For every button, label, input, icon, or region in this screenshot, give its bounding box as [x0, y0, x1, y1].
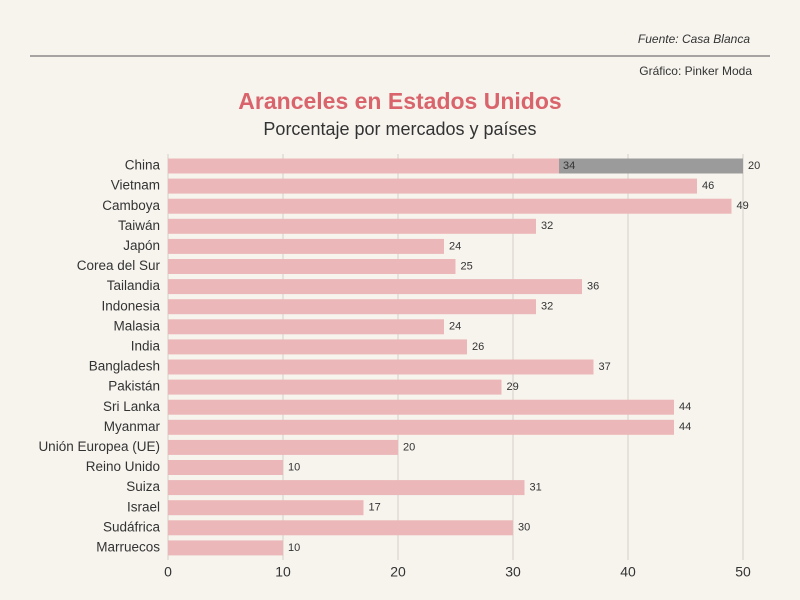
chart-subtitle: Porcentaje por mercados y países — [263, 119, 536, 139]
y-tick-label: Bangladesh — [89, 359, 160, 374]
value-label: 36 — [587, 281, 599, 293]
x-tick-label: 40 — [620, 564, 636, 580]
value-label: 34 — [563, 160, 575, 172]
bar — [168, 158, 559, 174]
bar — [168, 399, 674, 415]
y-tick-label: Camboya — [102, 198, 160, 213]
value-label: 24 — [449, 321, 461, 333]
source: Fuente: Casa Blanca — [638, 32, 750, 46]
x-tick-label: 30 — [505, 564, 521, 580]
y-tick-label: Japón — [123, 238, 160, 253]
y-tick-label: Israel — [127, 499, 160, 514]
bar — [168, 339, 467, 355]
value-label: 32 — [541, 301, 553, 313]
y-tick-label: China — [125, 158, 161, 173]
bar — [168, 218, 536, 234]
y-tick-label: Sri Lanka — [103, 399, 161, 414]
bar — [168, 319, 444, 335]
bar — [168, 259, 456, 274]
value-label: 29 — [507, 381, 519, 393]
x-tick-label: 20 — [390, 564, 406, 580]
value-label: 31 — [530, 482, 542, 494]
y-tick-label: Taiwán — [118, 218, 160, 233]
value-label: 26 — [472, 341, 484, 353]
bar — [168, 480, 525, 496]
bar — [168, 460, 283, 475]
value-label: 10 — [288, 461, 300, 473]
value-label: 30 — [518, 522, 530, 534]
value-label: 17 — [369, 502, 381, 514]
bar — [168, 238, 444, 254]
y-tick-label: Malasia — [113, 318, 160, 333]
value-label: 25 — [461, 260, 473, 272]
credit: Gráfico: Pinker Moda — [639, 64, 752, 78]
bar — [559, 158, 743, 174]
bar — [168, 500, 364, 516]
bar — [168, 279, 582, 295]
y-tick-label: Pakistán — [108, 379, 160, 394]
chart-title: Aranceles en Estados Unidos — [238, 88, 561, 114]
value-label: 44 — [679, 401, 691, 413]
bar — [168, 439, 398, 455]
value-label: 10 — [288, 542, 300, 554]
y-tick-label: Reino Unido — [86, 459, 160, 474]
y-tick-label: Corea del Sur — [77, 258, 161, 273]
y-tick-label: Marruecos — [96, 539, 160, 554]
value-label: 20 — [403, 441, 415, 453]
bar — [168, 299, 536, 315]
value-label: 49 — [737, 200, 749, 212]
y-tick-label: Suiza — [126, 479, 160, 494]
value-label: 32 — [541, 220, 553, 232]
y-tick-label: India — [131, 338, 161, 353]
y-tick-label: Indonesia — [101, 298, 160, 313]
value-label: 24 — [449, 240, 461, 252]
bars — [168, 158, 743, 556]
bar — [168, 198, 732, 214]
y-tick-label: Tailandia — [107, 278, 161, 293]
bar — [168, 359, 594, 375]
value-label: 37 — [599, 361, 611, 373]
y-tick-label: Unión Europea (UE) — [38, 439, 160, 454]
bar — [168, 178, 697, 194]
x-tick-label: 10 — [275, 564, 291, 580]
bar — [168, 520, 513, 536]
x-tick-label: 0 — [164, 564, 172, 580]
value-label: 46 — [702, 180, 714, 192]
bar — [168, 379, 502, 395]
bar — [168, 419, 674, 435]
value-label: 44 — [679, 421, 691, 433]
y-tick-label: Sudáfrica — [103, 519, 161, 534]
value-label: 20 — [748, 160, 760, 172]
y-tick-label: Myanmar — [104, 419, 161, 434]
y-tick-label: Vietnam — [111, 178, 160, 193]
bar — [168, 540, 283, 556]
x-tick-label: 50 — [735, 564, 751, 580]
